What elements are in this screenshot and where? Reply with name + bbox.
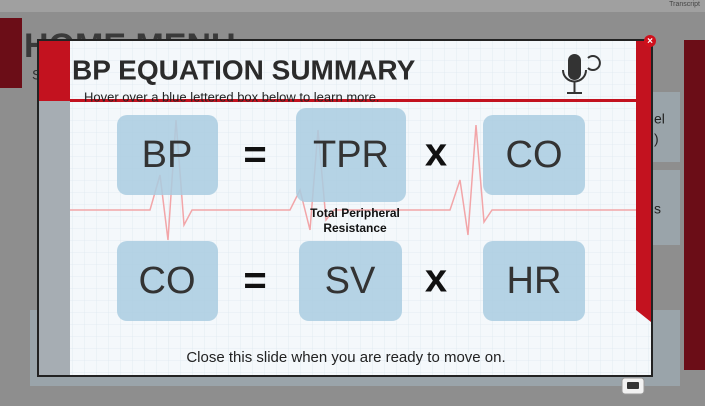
menu-fragment: el bbox=[654, 111, 665, 127]
term-label[interactable]: SV bbox=[325, 260, 376, 302]
right-accent bbox=[636, 41, 651, 322]
chat-button[interactable] bbox=[621, 377, 645, 395]
operator: x bbox=[425, 131, 447, 175]
menu-tile bbox=[652, 170, 680, 245]
term-label[interactable]: CO bbox=[139, 260, 196, 302]
instruction: Hover over a blue lettered box below to … bbox=[84, 89, 380, 104]
term-box[interactable] bbox=[117, 241, 218, 321]
menu-fragment: ) bbox=[654, 131, 659, 147]
menu-accent bbox=[0, 18, 22, 88]
term-label[interactable]: TPR bbox=[313, 134, 389, 176]
term-box[interactable] bbox=[117, 115, 218, 195]
annotation: Total Peripheral bbox=[310, 206, 400, 220]
left-bar bbox=[39, 101, 70, 375]
top-bar bbox=[0, 0, 705, 12]
menu-accent bbox=[684, 40, 705, 370]
title-rule bbox=[70, 99, 636, 102]
transcript-label[interactable]: Transcript bbox=[669, 1, 700, 8]
term-box[interactable] bbox=[483, 115, 585, 195]
operator: = bbox=[243, 259, 266, 303]
annotation: Resistance bbox=[323, 221, 387, 235]
term-label[interactable]: CO bbox=[506, 134, 563, 176]
operator: x bbox=[425, 257, 447, 301]
footer-text: Close this slide when you are ready to m… bbox=[186, 349, 505, 366]
menu-fragment: S bbox=[32, 67, 41, 83]
term-box[interactable] bbox=[483, 241, 585, 321]
left-accent bbox=[39, 41, 70, 101]
modal-title: BP EQUATION SUMMARY bbox=[72, 54, 416, 85]
operator: = bbox=[243, 133, 266, 177]
close-icon[interactable]: × bbox=[647, 36, 653, 47]
term-box[interactable] bbox=[299, 241, 402, 321]
term-label[interactable]: BP bbox=[142, 134, 193, 176]
audio-icon[interactable] bbox=[562, 54, 601, 94]
term-box[interactable] bbox=[296, 108, 406, 202]
close-button[interactable] bbox=[644, 35, 656, 47]
menu-tile bbox=[652, 92, 680, 162]
term-label[interactable]: HR bbox=[507, 260, 562, 302]
menu-fragment: s bbox=[654, 201, 661, 217]
